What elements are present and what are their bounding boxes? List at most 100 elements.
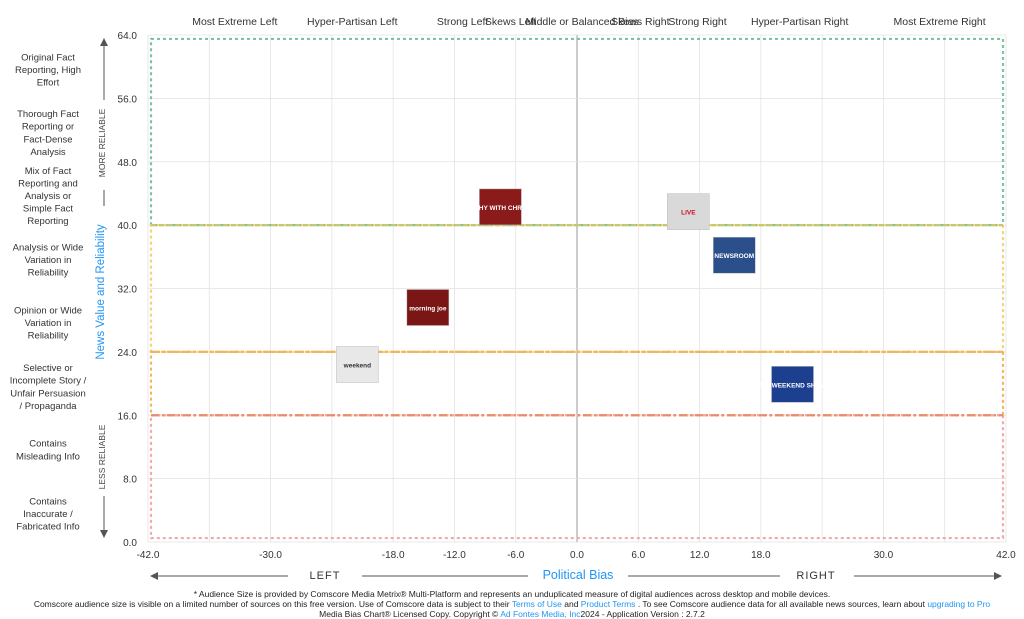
footer-audience-note: * Audience Size is provided by Comscore … [193, 589, 831, 599]
footer-version: 2024 - Application Version : 2.7.2 [580, 609, 705, 619]
reliability-category-label: Analysis or Wide Variation in Reliability [13, 242, 84, 278]
reliability-label-line: Reporting [27, 216, 68, 227]
bias-category-label: Strong Right [668, 16, 726, 28]
data-point-0: WHY WITH CHRISWhy It Matters with Chris … [473, 188, 529, 226]
ad-fontes-link[interactable]: Ad Fontes Media, Inc [500, 609, 581, 619]
reliability-label-line: Variation in [25, 318, 72, 329]
data-point-1: LIVEFox News Live [667, 193, 710, 230]
reliability-category-label: Mix of Fact Reporting and Analysis or Simpl… [18, 166, 78, 227]
right-direction-label: RIGHT [796, 570, 835, 582]
data-point-tile [771, 366, 814, 403]
data-point-logo-text: BIG WEEKEND SHOW [758, 382, 827, 389]
data-point-2: NEWSROOMAmerica's Newsroom [713, 236, 756, 274]
data-point-logo-text: WHY WITH CHRIS [473, 205, 529, 212]
reliability-label-line: Fabricated Info [16, 522, 79, 533]
data-point-logo-text: weekend [343, 363, 371, 370]
reliability-label-line: Fact-Dense [23, 134, 72, 145]
data-point-logo-text: NEWSROOM [714, 253, 754, 260]
reliability-category-label: Thorough Fact Reporting or Fact-Dense Analy… [17, 109, 79, 158]
reliability-label-line: Effort [37, 78, 60, 89]
reliability-category-label: Contains Inaccurate / Fabricated Info [16, 496, 79, 532]
reliability-category-labels: Original Fact Reporting, High Effort Thorou… [10, 52, 87, 532]
x-tick-label: -42.0 [137, 550, 160, 561]
footer-line-3: Media Bias Chart® Licensed Copy. Copyrig… [0, 609, 1024, 619]
less-reliable-label: LESS RELIABLE [97, 424, 107, 489]
arrow-up-icon [100, 38, 108, 46]
footer-line-1: * Audience Size is provided by Comscore … [0, 589, 1024, 599]
reliability-label-line: Contains [29, 496, 67, 507]
reliability-label-line: Mix of Fact [25, 166, 72, 177]
data-point-tile [479, 188, 522, 226]
bias-category-label: Skews Right [611, 16, 669, 28]
bias-category-label: Middle or Balanced Bias [525, 16, 638, 28]
x-axis-title: Political Bias [543, 568, 614, 582]
band-problematic [149, 350, 1005, 417]
upgrade-to-pro-link[interactable]: upgrading to Pro [927, 599, 991, 609]
arrow-left-icon [150, 572, 158, 580]
data-point-4: weekendThe Weekend [336, 346, 379, 383]
footer-line-2: Comscore audience size is visible on a l… [0, 599, 1024, 609]
reliability-label-line: Reporting or [22, 122, 74, 133]
x-tick-label: 42.0 [996, 550, 1016, 561]
reliability-label-line: Thorough Fact [17, 109, 79, 120]
reliability-category-label: Original Fact Reporting, High Effort [15, 52, 81, 88]
data-point-tile [713, 236, 756, 274]
media-bias-chart: Most Extreme Left Hyper-Partisan Left Stro… [10, 16, 1017, 582]
news-source-marks: WHY WITH CHRISWhy It Matters with Chris … [336, 188, 828, 403]
reliability-label-line: Reliability [28, 331, 69, 342]
reliability-label-line: Unfair Persuasion [10, 388, 86, 399]
reliability-label-line: Reporting, High [15, 65, 81, 76]
left-direction-label: LEFT [310, 570, 341, 582]
reliability-label-line: Misleading Info [16, 451, 80, 462]
y-axis-ticks: 0.0 8.0 16.0 24.0 32.0 40.0 48.0 56.0 64.0 [118, 31, 138, 549]
arrow-down-icon [100, 530, 108, 538]
reliability-label-line: Simple Fact [23, 204, 74, 215]
footer-copyright: Media Bias Chart® Licensed Copy. Copyrig… [319, 609, 499, 619]
product-terms-link[interactable]: Product Terms [580, 599, 636, 609]
bias-category-label: Strong Left [437, 16, 488, 28]
bias-category-label: Most Extreme Left [192, 16, 277, 28]
arrow-right-icon [994, 572, 1002, 580]
footer-upgrade-note: . To see Comscore audience data for all … [637, 599, 925, 609]
x-tick-label: -18.0 [382, 550, 405, 561]
y-tick-label: 16.0 [118, 411, 138, 422]
data-point-5: BIG WEEKEND SHOWThe Big Weekend Show [758, 366, 828, 403]
y-tick-label: 24.0 [118, 348, 138, 359]
reliability-category-label: Opinion or Wide Variation in Reliability [14, 305, 82, 341]
reliability-label-line: Analysis or [25, 191, 71, 202]
band-unreliable [149, 414, 1005, 540]
x-tick-label: 18.0 [751, 550, 771, 561]
x-tick-label: 6.0 [631, 550, 645, 561]
grid [147, 34, 1007, 543]
axis-annotations: News Value and Reliability MORE RELIABLE… [95, 38, 1002, 582]
y-tick-label: 56.0 [118, 94, 138, 105]
y-tick-label: 40.0 [118, 221, 138, 232]
terms-of-use-link[interactable]: Terms of Use [511, 599, 562, 609]
x-axis-ticks: -42.0 -30.0 -18.0 -12.0 -6.0 0.0 6.0 12.0 18.0 30… [137, 550, 1017, 561]
reliability-label-line: Inaccurate / [23, 509, 73, 520]
data-point-logo-text: LIVE [681, 210, 696, 217]
data-point-tile [336, 346, 379, 383]
reliability-label-line: Variation in [25, 255, 72, 266]
y-tick-label: 32.0 [118, 285, 138, 296]
y-axis-title: News Value and Reliability [95, 224, 107, 360]
reliability-label-line: Analysis [30, 147, 66, 158]
reliability-label-line: Contains [29, 439, 67, 450]
y-tick-label: 8.0 [123, 475, 137, 486]
footer-comscore-note: Comscore audience size is visible on a l… [33, 599, 510, 609]
reliability-label-line: Opinion or Wide [14, 305, 82, 316]
reliability-label-line: Selective or [23, 363, 73, 374]
y-tick-label: 48.0 [118, 158, 138, 169]
bias-category-label: Hyper-Partisan Right [751, 16, 849, 28]
y-tick-label: 0.0 [123, 538, 137, 549]
x-tick-label: -30.0 [259, 550, 282, 561]
bias-category-label: Most Extreme Right [894, 16, 986, 28]
reliability-bands [149, 37, 1005, 540]
x-tick-label: 0.0 [570, 550, 584, 561]
footer-and-text: and [564, 599, 579, 609]
reliability-label-line: Original Fact [21, 52, 75, 63]
bias-category-labels: Most Extreme Left Hyper-Partisan Left Stro… [192, 16, 986, 28]
x-tick-label: -12.0 [443, 550, 466, 561]
data-point-tile [406, 289, 450, 326]
x-tick-label: -6.0 [507, 550, 525, 561]
